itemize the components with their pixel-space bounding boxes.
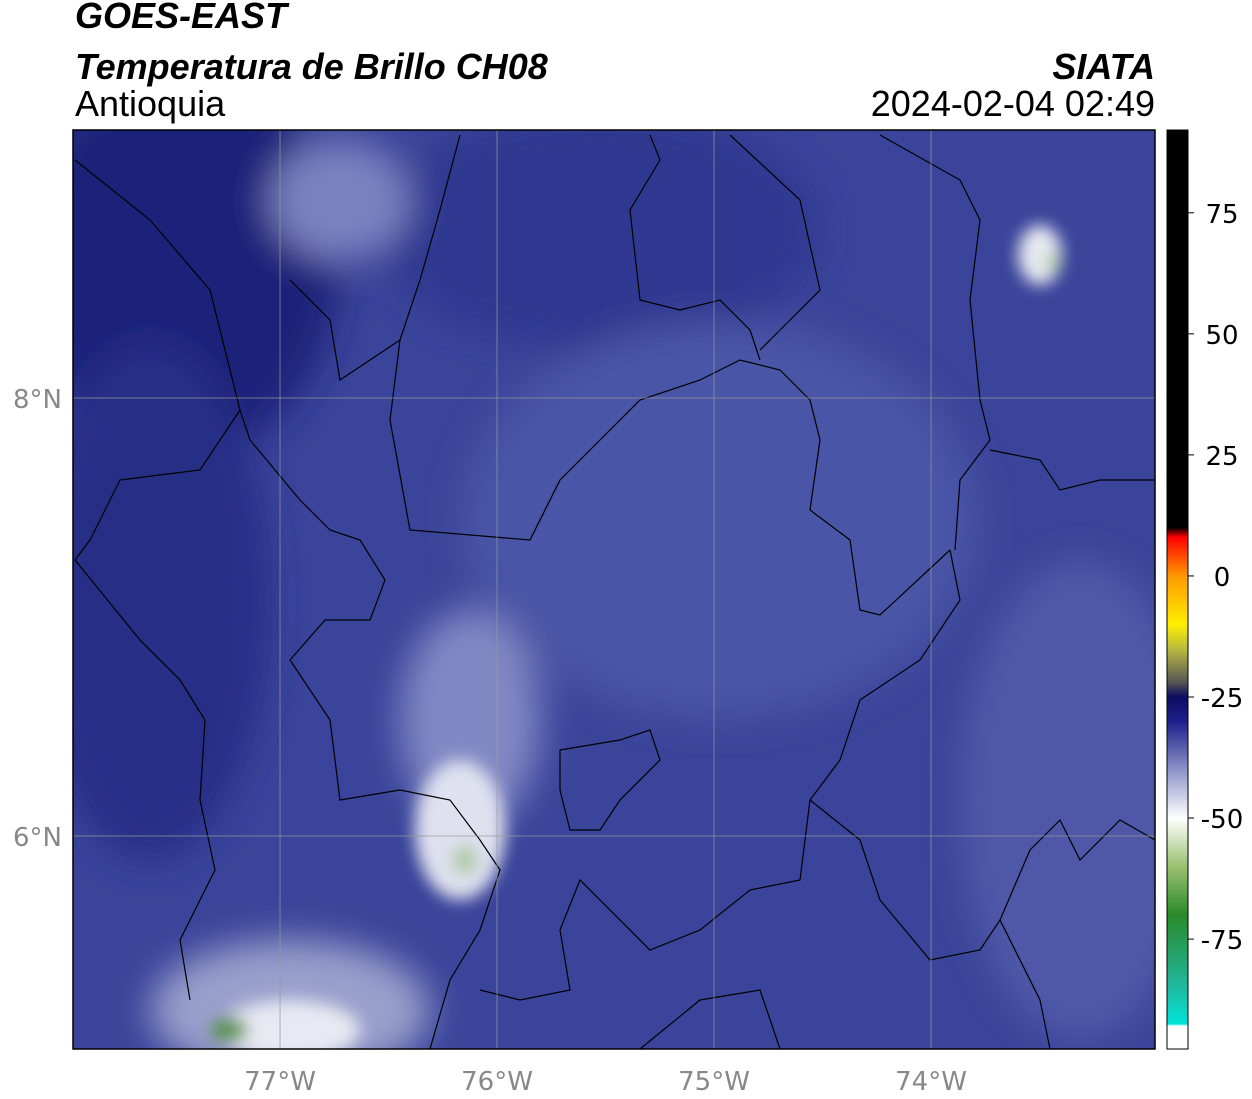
y-tick-label: 8°N bbox=[13, 385, 62, 415]
borders bbox=[74, 134, 1155, 1049]
colorbar-scale bbox=[1166, 129, 1189, 1050]
colorbar-tick-label: 25 bbox=[1205, 442, 1238, 472]
colorbar-tick-label: -25 bbox=[1201, 684, 1243, 714]
x-tick-label: 74°W bbox=[895, 1067, 967, 1097]
title: GOES-EAST bbox=[75, 0, 290, 36]
datetime: 2024-02-04 02:49 bbox=[871, 83, 1155, 124]
temperature-field bbox=[73, 130, 1155, 1049]
colorbar-tick-label: -75 bbox=[1201, 926, 1243, 956]
colorbar-tick-label: 75 bbox=[1205, 200, 1238, 230]
x-tick-label: 75°W bbox=[678, 1067, 750, 1097]
colorbar-tick-label: -50 bbox=[1201, 805, 1243, 835]
colorbar-tick-label: 50 bbox=[1205, 321, 1238, 351]
subtitle: Temperatura de Brillo CH08 bbox=[75, 46, 548, 87]
grid bbox=[73, 130, 1155, 1049]
region: Antioquia bbox=[75, 83, 226, 124]
map-area bbox=[73, 130, 1155, 1049]
y-tick-label: 6°N bbox=[13, 823, 62, 853]
x-tick-label: 77°W bbox=[244, 1067, 316, 1097]
source: SIATA bbox=[1052, 46, 1155, 87]
colorbar-tick-label: 0 bbox=[1214, 563, 1231, 593]
cold-cloud-tops bbox=[212, 225, 1062, 1049]
colorbar: -75 -50 -25 0 25 50 75 bbox=[1166, 129, 1243, 1050]
x-tick-label: 76°W bbox=[461, 1067, 533, 1097]
map-frame bbox=[72, 129, 1156, 1050]
